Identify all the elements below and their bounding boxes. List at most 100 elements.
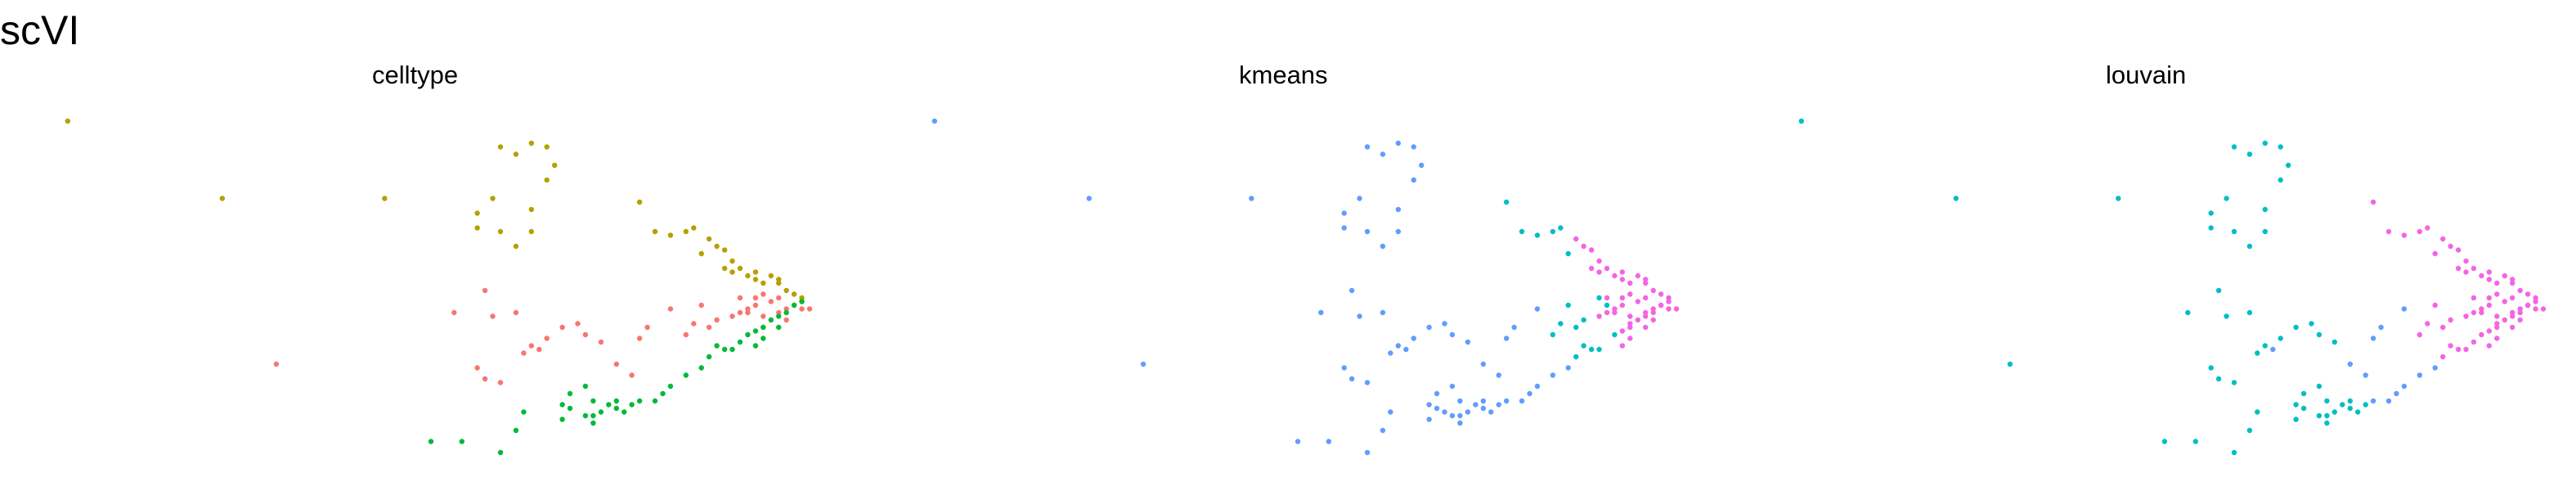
scatter-point-green-9 [590, 412, 596, 419]
scatter-point-green-10 [590, 420, 596, 426]
scatter-point-blue-30 [1395, 343, 1402, 349]
scatter-point-salmon-38 [783, 317, 789, 323]
scatter-point-olive-25 [752, 269, 759, 275]
scatter-point-magenta-6 [1643, 277, 1649, 282]
scatter-point-magenta-35 [2510, 309, 2515, 316]
scatter-point-green-31 [776, 313, 782, 319]
scatter-point-magenta-8 [1612, 273, 1618, 279]
scatter-point-magenta-2 [1596, 258, 1602, 264]
scatter-point-cyan-17 [1565, 302, 1571, 309]
scatter-point-blue-43 [1457, 412, 1463, 419]
scatter-point-magenta-9 [1573, 236, 1579, 242]
scatter-point-cyan-8 [2255, 409, 2260, 415]
scatter-point-cyan-3 [1550, 228, 1556, 235]
scatter-point-salmon-5 [474, 365, 480, 371]
scatter-point-cyan-35 [2331, 339, 2337, 345]
scatter-point-magenta-48 [2448, 343, 2453, 349]
scatter-point-blue-4 [2385, 398, 2392, 404]
scatter-point-magenta-36 [1619, 328, 1626, 334]
scatter-point-olive-5 [528, 140, 534, 146]
scatter-point-cyan-1 [1953, 196, 1959, 201]
scatter-point-blue-2 [1140, 361, 1147, 367]
scatter-point-blue-28 [1364, 380, 1371, 385]
scatter-point-cyan-29 [2255, 350, 2260, 356]
scatter-point-magenta-40 [1650, 309, 1656, 316]
scatter-point-green-34 [799, 299, 805, 304]
scatter-point-blue-39 [1426, 402, 1432, 408]
scatter-point-blue-31 [1403, 346, 1409, 353]
scatter-point-blue-41 [1442, 409, 1447, 415]
scatter-point-salmon-7 [497, 380, 504, 385]
scatter-point-cyan-4 [1558, 225, 1564, 231]
scatter-point-salmon-14 [582, 331, 589, 338]
scatter-point-blue-57 [1457, 398, 1463, 404]
scatter-point-salmon-6 [482, 376, 488, 382]
scatter-point-magenta-50 [2463, 346, 2469, 353]
scatter-point-blue-16 [1341, 210, 1347, 216]
scatter-point-magenta-57 [2517, 309, 2523, 316]
scatter-point-cyan-19 [2231, 228, 2237, 235]
scatter-point-green-24 [721, 346, 728, 353]
scatter-point-green-0 [428, 439, 434, 444]
scatter-point-blue-7 [2370, 336, 2376, 341]
scatter-point-blue-22 [1318, 309, 1324, 316]
scatter-point-magenta-33 [2494, 313, 2500, 319]
scatter-panel-louvain [1798, 118, 2547, 456]
scatter-point-blue-27 [1349, 376, 1355, 382]
scatter-point-salmon-13 [575, 321, 581, 327]
scatter-point-cyan-28 [2231, 380, 2237, 385]
scatter-point-cyan-8 [1588, 346, 1595, 353]
scatter-point-magenta-43 [2479, 309, 2484, 316]
scatter-point-olive-35 [776, 280, 782, 286]
scatter-point-olive-3 [497, 144, 504, 150]
scatter-point-green-18 [660, 390, 666, 397]
scatter-point-cyan-27 [2215, 376, 2222, 382]
scatter-point-magenta-11 [1596, 269, 1602, 275]
scatter-point-blue-11 [1395, 140, 1402, 146]
scatter-point-cyan-15 [2262, 206, 2268, 213]
scatter-point-olive-13 [497, 228, 504, 235]
scatter-point-olive-2 [382, 196, 388, 201]
scatter-point-salmon-42 [761, 291, 766, 297]
scatter-point-green-35 [776, 324, 782, 331]
scatter-point-blue-20 [1395, 228, 1402, 235]
scatter-point-magenta-34 [2502, 299, 2507, 304]
scatter-point-magenta-10 [1588, 265, 1595, 272]
scatter-point-magenta-52 [2479, 331, 2484, 338]
scatter-point-blue-1 [2347, 361, 2353, 367]
scatter-point-cyan-2 [2007, 361, 2013, 367]
scatter-point-magenta-54 [2494, 321, 2500, 327]
scatter-point-olive-33 [729, 269, 735, 275]
scatter-point-olive-18 [667, 232, 674, 238]
scatter-point-olive-16 [636, 199, 643, 205]
scatter-point-salmon-21 [683, 331, 689, 338]
scatter-point-salmon-34 [776, 295, 782, 301]
scatter-point-green-36 [761, 336, 766, 341]
scatter-point-magenta-51 [2471, 339, 2477, 345]
scatter-point-cyan-5 [1565, 250, 1571, 257]
scatter-point-magenta-7 [1627, 280, 1633, 286]
scatter-point-salmon-33 [783, 306, 789, 312]
scatter-point-magenta-21 [2524, 291, 2531, 297]
scatter-point-blue-5 [2394, 390, 2399, 397]
scatter-point-green-25 [729, 346, 735, 353]
scatter-point-magenta-59 [2510, 324, 2515, 331]
scatter-point-cyan-48 [2316, 383, 2322, 390]
scatter-point-cyan-39 [2324, 412, 2330, 419]
scatter-point-cyan-34 [2316, 331, 2322, 338]
scatter-point-cyan-9 [1596, 346, 1602, 353]
scatter-point-green-4 [521, 409, 527, 415]
scatter-point-cyan-16 [1612, 331, 1618, 338]
scatter-point-green-38 [567, 390, 573, 397]
scatter-point-magenta-8 [2455, 247, 2462, 253]
scatter-point-magenta-26 [1643, 295, 1649, 301]
scatter-point-blue-63 [1457, 420, 1463, 426]
scatter-point-blue-61 [1503, 336, 1510, 341]
scatter-point-olive-10 [474, 210, 480, 216]
scatter-point-cyan-10 [2246, 151, 2253, 157]
scatter-point-olive-12 [474, 225, 480, 231]
scatter-point-magenta-58 [2524, 302, 2531, 309]
scatter-point-cyan-12 [1573, 324, 1579, 331]
scatter-point-magenta-44 [1619, 343, 1626, 349]
scatter-point-blue-9 [2401, 306, 2408, 312]
